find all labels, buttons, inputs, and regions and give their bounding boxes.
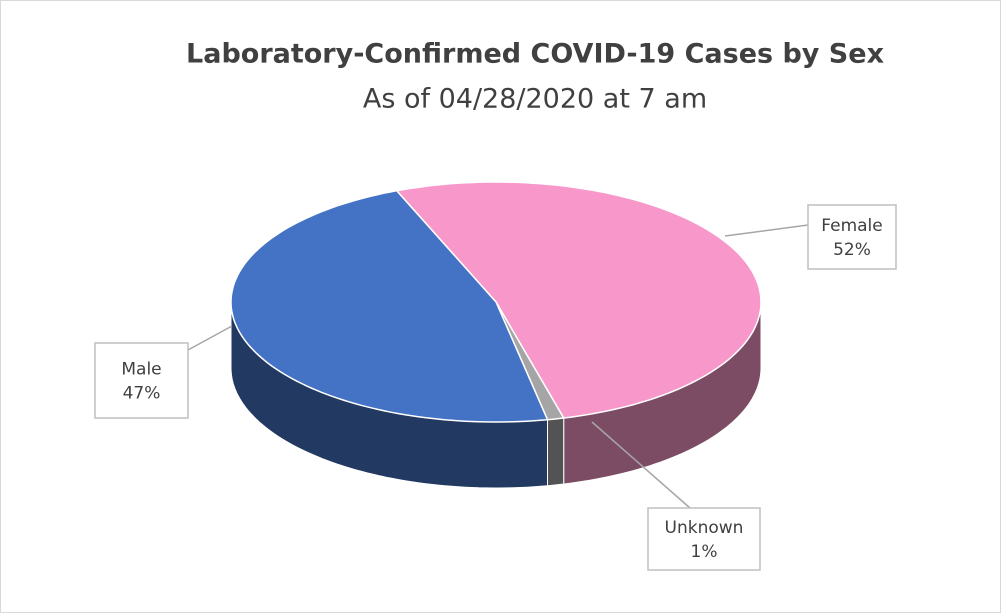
chart-title: Laboratory-Confirmed COVID-19 Cases by S… (186, 39, 884, 70)
data-label-name: Male (121, 360, 161, 380)
data-label-value: 52% (833, 240, 871, 260)
leader-line (187, 325, 233, 351)
data-label-box (94, 342, 189, 419)
data-label-name: Female (821, 216, 882, 236)
data-label-name: Unknown (665, 518, 744, 538)
data-label-value: 1% (691, 542, 718, 562)
pie-slice (395, 181, 762, 419)
leader-line (724, 224, 809, 237)
pie-slice (230, 189, 549, 423)
data-label-value: 47% (123, 384, 161, 404)
data-label-box (807, 204, 897, 270)
pie-slice-side (547, 417, 565, 487)
data-label-box (647, 507, 761, 571)
chart-subtitle: As of 04/28/2020 at 7 am (363, 84, 707, 115)
leader-line (591, 421, 691, 509)
